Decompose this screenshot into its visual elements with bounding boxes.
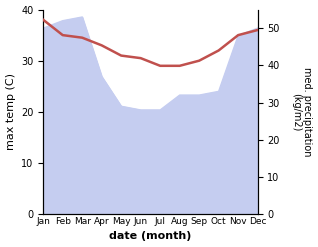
X-axis label: date (month): date (month) <box>109 231 192 242</box>
Y-axis label: med. precipitation
(kg/m2): med. precipitation (kg/m2) <box>291 67 313 157</box>
Y-axis label: max temp (C): max temp (C) <box>5 73 16 150</box>
